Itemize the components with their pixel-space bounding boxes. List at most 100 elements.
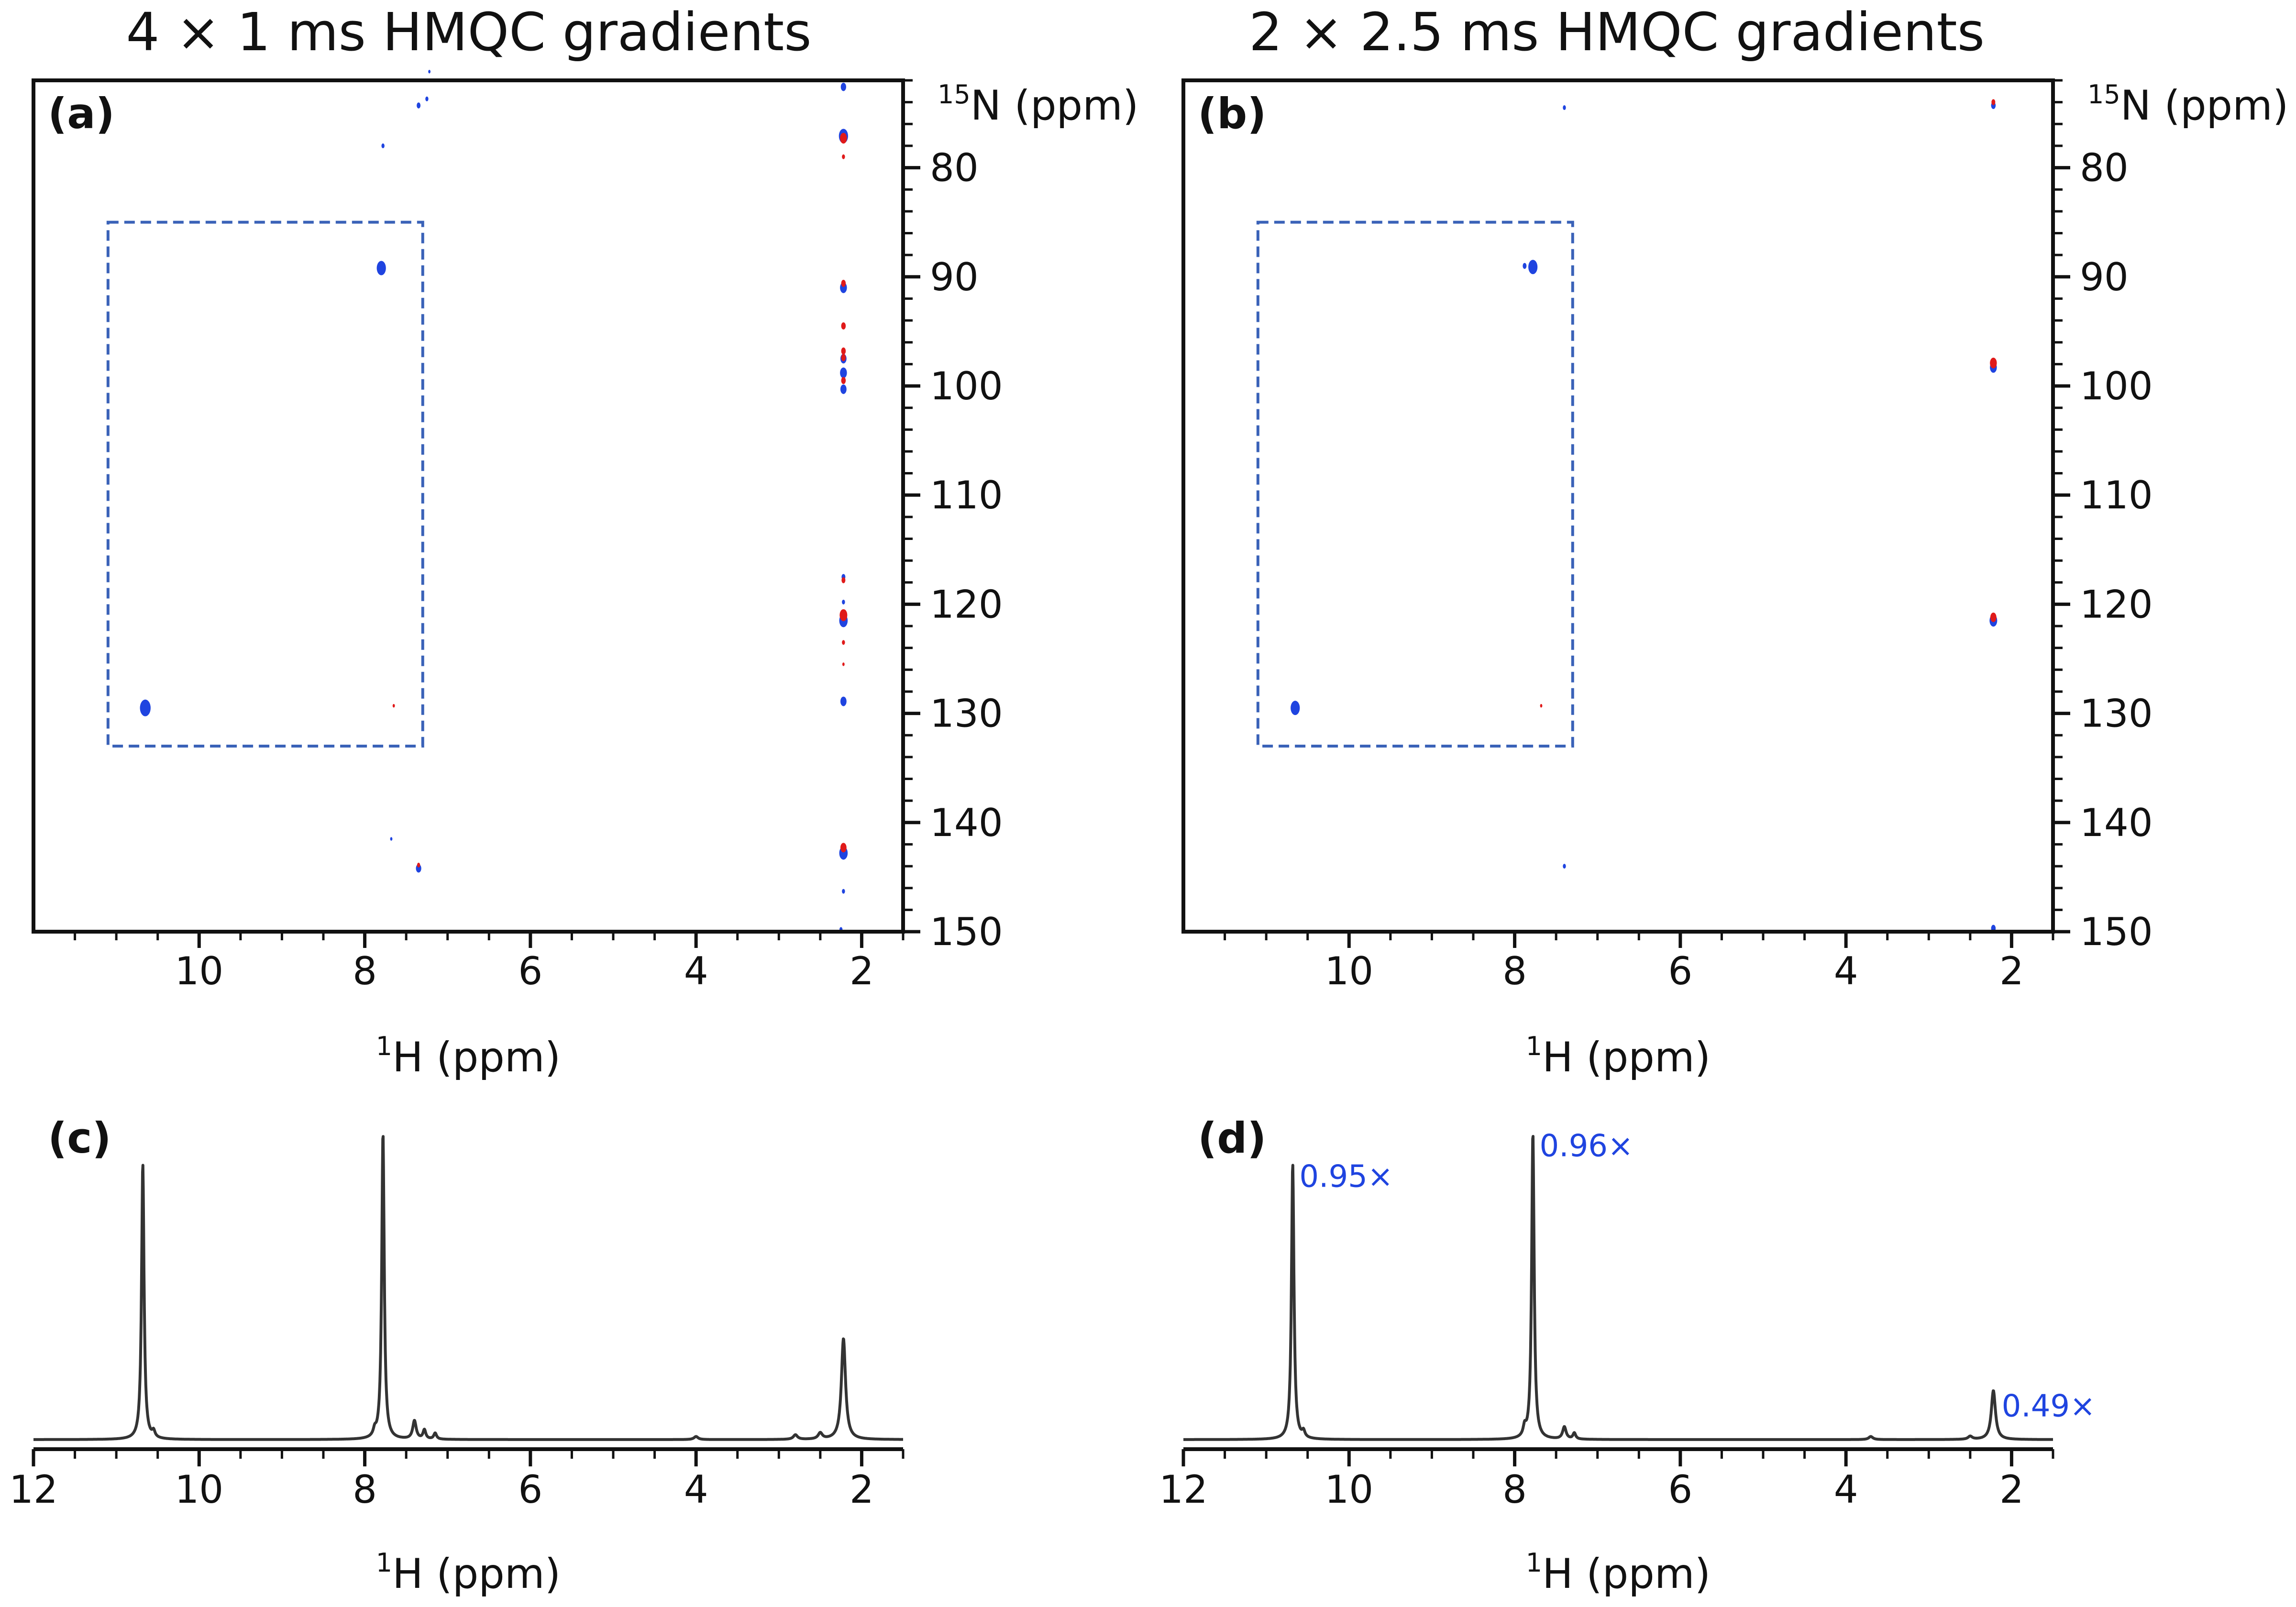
panel-b-x-axis: 10 8 6 4 2 (1224, 932, 2054, 993)
panel-b-y-axis-label-text: N (ppm) (2120, 82, 2289, 130)
panel-c-x-tick-label-2: 2 (850, 1467, 874, 1512)
panel-a-red-peak-1 (417, 862, 420, 868)
panel-c-x-tick-label-8: 8 (353, 1467, 377, 1512)
panel-a-y-axis-label-sup: 15 (938, 79, 971, 110)
panel-a-blue-peak-13 (840, 384, 847, 394)
panel-a-y-tick-label-140: 140 (930, 801, 1003, 845)
panel-b-blue-peak-2 (1523, 263, 1527, 269)
panel-a-blue-peak-5 (428, 69, 431, 74)
panel-a-blue-peak-15 (842, 599, 845, 605)
panel-b-y-tick-label-80: 80 (2080, 146, 2129, 190)
panel-a-y-tick-label-100: 100 (930, 364, 1003, 408)
panel-b-red-peak-1 (1991, 99, 1996, 105)
panel-a-blue-peak-1 (376, 261, 386, 275)
panel-b-red-peak-0 (1540, 704, 1543, 708)
panel-b-y-tick-label-140: 140 (2080, 801, 2153, 845)
panel-b-title: 2 × 2.5 ms HMQC gradients (1249, 1, 1985, 63)
panel-b-y-tick-label-90: 90 (2080, 255, 2129, 299)
panel-c-x-axis-label-text: H (ppm) (392, 1550, 561, 1598)
panel-c-x-axis: 12 10 8 6 4 2 (9, 1447, 905, 1512)
panel-d-x-tick-label-8: 8 (1502, 1467, 1527, 1512)
panel-b-y-axis: 80 90 100 110 120 130 140 150 (2053, 79, 2153, 954)
panel-c-x-axis-label: 1H (ppm) (376, 1548, 561, 1598)
panel-b-red-peak-2 (1990, 357, 1997, 369)
panel-a-blue-peak-6 (416, 864, 421, 873)
panel-d-spectrum-line (1182, 1135, 2054, 1441)
panel-d-annotation-2: 0.49× (2002, 1389, 2096, 1424)
panel-b-blue-peak-0 (1291, 701, 1300, 715)
panel-d-x-tick-label-2: 2 (1999, 1467, 2024, 1512)
panel-a-red-peak-0 (392, 704, 395, 708)
panel-c-spectrum-line (32, 1135, 905, 1441)
panel-b-blue-peak-4 (1563, 864, 1566, 869)
panel-a-blue-peak-8 (840, 82, 846, 91)
panel-d-x-axis: 12 10 8 6 4 2 (1159, 1447, 2054, 1512)
panel-b-x-tick-label-4: 4 (1834, 949, 1858, 993)
panel-a-y-tick-label-90: 90 (930, 255, 979, 299)
panel-a-x-tick-label-6: 6 (518, 949, 542, 993)
panel-b-x-axis-label-sup: 1 (1526, 1031, 1542, 1061)
panel-a-red-peak-8 (841, 377, 846, 385)
panel-b-y-tick-label-120: 120 (2080, 582, 2153, 627)
panel-a-red-peak-3 (842, 154, 845, 159)
panel-a-y-axis-label-text: N (ppm) (971, 82, 1139, 130)
panel-d-label: (d) (1198, 1113, 1266, 1163)
panel-a-red-peak-10 (839, 609, 848, 621)
panel-a-red-peak-4 (841, 279, 846, 287)
panel-a-x-tick-label-2: 2 (850, 949, 874, 993)
panel-a-blue-peak-3 (417, 102, 421, 109)
panel-b: 2 × 2.5 ms HMQC gradients (b) 10 8 6 4 2 80 9… (1181, 1, 2289, 1081)
panel-a-highlight-box (106, 220, 424, 748)
panel-d-x-axis-label-sup: 1 (1526, 1548, 1542, 1578)
panel-d-x-tick-label-10: 10 (1325, 1467, 1373, 1512)
panel-a-label: (a) (48, 89, 115, 138)
panel-c-plot-area (32, 1135, 905, 1441)
panel-a-red-peak-7 (841, 354, 846, 362)
panel-c-x-axis-label-sup: 1 (376, 1548, 392, 1578)
panel-c-x-tick-label-6: 6 (518, 1467, 542, 1512)
panel-b-x-axis-label: 1H (ppm) (1526, 1031, 1711, 1081)
panel-a: 4 × 1 ms HMQC gradients (a) 10 8 6 4 2 80 90 1… (32, 1, 1138, 1081)
panel-b-y-tick-label-150: 150 (2080, 910, 2153, 954)
panel-c-x-tick-label-10: 10 (175, 1467, 223, 1512)
panel-a-frame (32, 78, 905, 934)
panel-a-y-tick-label-80: 80 (930, 146, 979, 190)
panel-a-blue-peak-7 (390, 837, 393, 841)
panel-b-blue-peak-1 (1528, 260, 1538, 275)
panel-d-annotation-0: 0.95× (1299, 1159, 1393, 1195)
panel-b-y-tick-label-100: 100 (2080, 364, 2153, 408)
panel-a-y-tick-label-150: 150 (930, 910, 1003, 954)
panel-a-x-axis-label-sup: 1 (376, 1031, 392, 1061)
panel-d-x-tick-label-6: 6 (1668, 1467, 1692, 1512)
panel-a-red-peak-5 (841, 322, 846, 330)
panel-a-blue-peak-19 (842, 889, 845, 894)
panel-b-x-tick-label-10: 10 (1325, 949, 1373, 993)
panel-c: (c) 12 10 8 6 4 2 1H (ppm) (9, 1113, 905, 1598)
panel-b-x-axis-label-text: H (ppm) (1542, 1034, 1711, 1081)
panel-a-blue-peak-4 (425, 96, 429, 101)
panel-d-plot-area: 0.95× 0.96× 0.49× (1182, 1129, 2096, 1441)
panel-a-y-tick-label-130: 130 (930, 692, 1003, 736)
panel-b-y-axis-label-sup: 15 (2087, 79, 2120, 110)
panel-a-x-tick-label-10: 10 (175, 949, 223, 993)
panel-a-x-axis-label: 1H (ppm) (376, 1031, 561, 1081)
panel-b-y-tick-label-110: 110 (2080, 473, 2153, 517)
panel-a-blue-peak-17 (840, 696, 847, 706)
panel-b-x-tick-label-8: 8 (1502, 949, 1527, 993)
panel-a-red-peak-2 (840, 132, 847, 144)
panel-a-title: 4 × 1 ms HMQC gradients (126, 1, 811, 63)
panel-a-x-axis: 10 8 6 4 2 (74, 932, 905, 993)
panel-d-x-tick-label-4: 4 (1834, 1467, 1858, 1512)
panel-a-red-peak-13 (840, 843, 847, 853)
panel-a-x-tick-label-8: 8 (353, 949, 377, 993)
panel-a-red-peak-6 (841, 347, 846, 355)
panel-a-blue-peak-0 (140, 699, 151, 716)
panel-a-y-tick-label-110: 110 (930, 473, 1003, 517)
panel-c-x-tick-label-4: 4 (684, 1467, 708, 1512)
panel-a-blue-peak-12 (840, 367, 847, 378)
panel-b-frame (1181, 78, 2055, 934)
panel-a-y-axis-label: 15N (ppm) (938, 79, 1138, 130)
panel-a-y-tick-label-120: 120 (930, 582, 1003, 627)
